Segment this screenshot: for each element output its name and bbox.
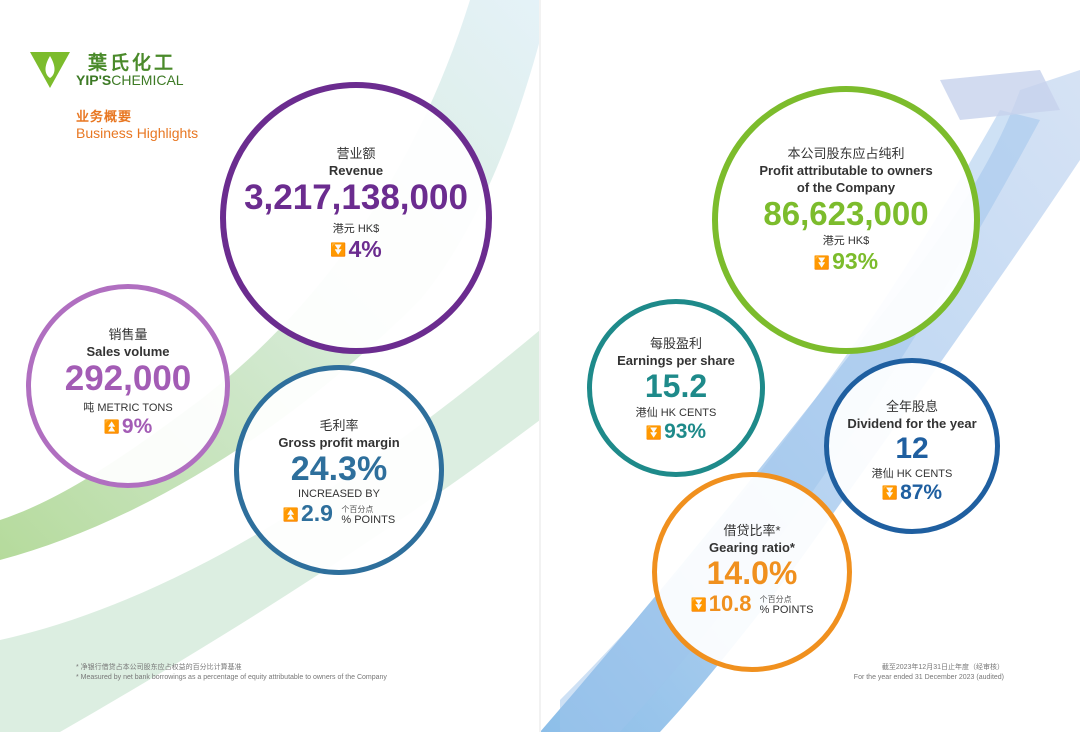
profit-label-en-line2: of the Company bbox=[796, 180, 896, 195]
gearing-value: 14.0% bbox=[706, 555, 798, 591]
down-arrow-icon: ⏬ bbox=[645, 424, 663, 440]
revenue-card: 营业额 Revenue 3,217,138,000 港元 HK$ ⏬4% bbox=[220, 82, 492, 354]
page-fold bbox=[539, 0, 541, 732]
profit-unit: 港元 HK$ bbox=[822, 235, 870, 248]
profit-attributable-card: 本公司股东应占纯利 Profit attributable to owners … bbox=[712, 86, 980, 354]
sales-volume-label-en: Sales volume bbox=[86, 344, 170, 359]
gpm-change: ⏫2.9 个百分点 % POINTS bbox=[239, 500, 439, 527]
dividend-label-cn: 全年股息 bbox=[885, 399, 938, 414]
eps-label-cn: 每股盈利 bbox=[649, 336, 702, 351]
sales-volume-value: 292,000 bbox=[64, 359, 192, 398]
gpm-label-cn: 毛利率 bbox=[319, 418, 359, 433]
company-logo: 葉氏化工 YIP'SCHEMICAL bbox=[28, 46, 218, 96]
dividend-label-en: Dividend for the year bbox=[847, 416, 977, 431]
gpm-value: 24.3% bbox=[290, 450, 388, 488]
up-arrow-icon: ⏫ bbox=[103, 418, 120, 434]
eps-change: ⏬93% bbox=[592, 420, 760, 444]
gpm-points-en: % POINTS bbox=[341, 514, 396, 527]
period-note-cn: 截至2023年12月31日止年度（经审核） bbox=[881, 664, 1004, 671]
eps-value: 15.2 bbox=[644, 368, 708, 404]
logo-english-rest: CHEMICAL bbox=[111, 72, 184, 88]
droplet-logo-icon bbox=[30, 52, 70, 88]
profit-label-cn: 本公司股东应占纯利 bbox=[787, 146, 905, 161]
gpm-change-value: 2.9 bbox=[301, 500, 333, 527]
profit-value: 86,623,000 bbox=[763, 195, 929, 232]
gpm-points-cn: 个百分点 bbox=[341, 505, 374, 515]
logo-english-bold: YIP'S bbox=[76, 72, 112, 88]
gearing-footnote: * 净银行借贷占本公司股东应占权益的百分比计算基准 * Measured by … bbox=[76, 663, 387, 683]
logo-english-name: YIP'SCHEMICAL bbox=[76, 72, 184, 88]
gearing-label-cn: 借贷比率* bbox=[723, 523, 781, 538]
eps-unit: 港仙 HK CENTS bbox=[635, 407, 717, 420]
dividend-change-value: 87% bbox=[900, 481, 943, 504]
revenue-change-value: 4% bbox=[348, 235, 382, 262]
revenue-label-en: Revenue bbox=[328, 163, 384, 178]
gearing-ratio-card: 借贷比率* Gearing ratio* 14.0% ⏬10.8 个百分点 % … bbox=[652, 472, 852, 672]
gearing-points-cn: 个百分点 bbox=[759, 595, 792, 605]
up-arrow-icon: ⏫ bbox=[282, 507, 299, 523]
dividend-card: 全年股息 Dividend for the year 12 港仙 HK CENT… bbox=[824, 358, 1000, 534]
eps-label-en: Earnings per share bbox=[617, 353, 735, 368]
profit-change: ⏬93% bbox=[718, 248, 974, 275]
gearing-change-value: 10.8 bbox=[708, 591, 752, 617]
gearing-label-en: Gearing ratio* bbox=[709, 540, 795, 555]
footnote-cn: * 净银行借贷占本公司股东应占权益的百分比计算基准 bbox=[76, 664, 242, 671]
profit-change-value: 93% bbox=[832, 248, 879, 275]
sales-volume-change: ⏫9% bbox=[31, 415, 225, 439]
period-note: 截至2023年12月31日止年度（经审核） For the year ended… bbox=[854, 663, 1004, 683]
gpm-increased-by: INCREASED BY bbox=[298, 488, 380, 501]
gpm-label-en: Gross profit margin bbox=[278, 435, 400, 450]
section-title-cn: 业务概要 bbox=[76, 109, 133, 124]
gearing-change: ⏬10.8 个百分点 % POINTS bbox=[657, 591, 847, 617]
revenue-change: ⏬4% bbox=[226, 236, 486, 263]
dividend-change: ⏬87% bbox=[829, 481, 995, 505]
profit-label-en-line1: Profit attributable to owners bbox=[759, 163, 933, 178]
sales-volume-unit: 吨 METRIC TONS bbox=[83, 401, 173, 414]
down-arrow-icon: ⏬ bbox=[330, 242, 347, 258]
section-title-en: Business Highlights bbox=[76, 125, 199, 141]
down-arrow-icon: ⏬ bbox=[881, 485, 899, 501]
gearing-points-en: % POINTS bbox=[759, 604, 814, 617]
gross-profit-margin-card: 毛利率 Gross profit margin 24.3% INCREASED … bbox=[234, 365, 444, 575]
down-arrow-icon: ⏬ bbox=[813, 255, 831, 271]
dividend-unit: 港仙 HK CENTS bbox=[871, 468, 953, 480]
logo-chinese-name: 葉氏化工 bbox=[88, 53, 177, 74]
down-arrow-icon: ⏬ bbox=[690, 597, 707, 613]
sales-volume-change-value: 9% bbox=[121, 414, 153, 438]
eps-change-value: 93% bbox=[664, 420, 707, 444]
period-note-en: For the year ended 31 December 2023 (aud… bbox=[853, 674, 1004, 681]
revenue-value: 3,217,138,000 bbox=[244, 178, 468, 217]
section-title: 业务概要 Business Highlights bbox=[76, 108, 198, 142]
dividend-value: 12 bbox=[895, 432, 929, 465]
revenue-unit: 港元 HK$ bbox=[332, 222, 380, 235]
sales-volume-label-cn: 销售量 bbox=[108, 327, 148, 342]
footnote-en: * Measured by net bank borrowings as a p… bbox=[76, 674, 387, 681]
revenue-label-cn: 营业额 bbox=[336, 146, 376, 161]
eps-card: 每股盈利 Earnings per share 15.2 港仙 HK CENTS… bbox=[587, 299, 765, 477]
sales-volume-card: 销售量 Sales volume 292,000 吨 METRIC TONS ⏫… bbox=[26, 284, 230, 488]
